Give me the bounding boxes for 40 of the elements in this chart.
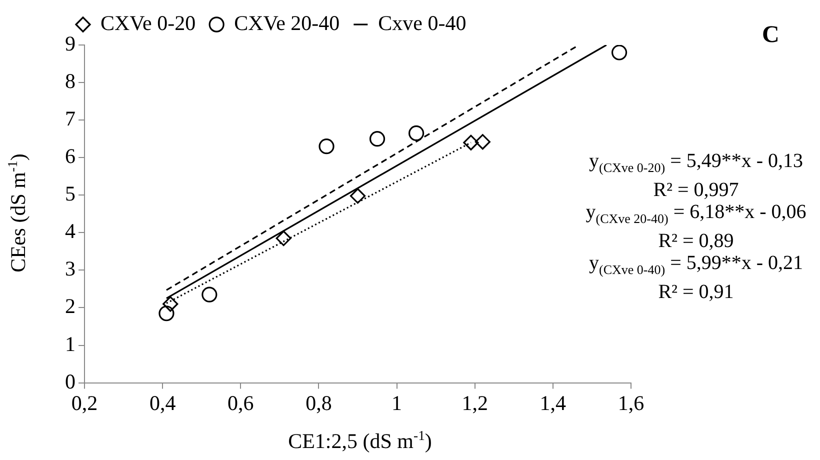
x-tick-label: 0,2 [71,390,98,415]
annotation: y$_{(CXve 20-40)}$ = 6,18**x - 0,06 [584,201,808,228]
y-tick-label: 5 [65,182,76,206]
x-tick-label: 1,4 [540,390,567,415]
text: C [762,22,780,49]
annotation: y$_{(CXve 0-20)}$ = 5,49**x - 0,13 [588,150,804,177]
x-tick-label: 1 [392,390,402,415]
x-tick-label: 0,4 [149,390,176,415]
annotation: y$_{(CXve 0-40)}$ = 5,99**x - 0,21 [588,252,804,279]
point [350,188,366,204]
y-tick-label: 6 [65,144,76,168]
x-tick-label: 1,6 [618,390,644,415]
y-tick-label: 3 [65,256,76,281]
legend-label: CXVe 20-40 [234,11,340,36]
point [162,296,178,312]
x-tick-label: 0,8 [306,390,332,415]
text: R² = 0,997 [652,179,740,201]
point [463,134,479,150]
point [611,45,628,60]
point [318,138,334,154]
point [202,286,218,302]
text: R² = 0,89 [657,230,735,252]
y-tick-label: 9 [65,32,76,56]
x-axis-title: CE1:2,5 (dS m$^{-1}$) [287,428,433,454]
y-tick-label: 2 [65,294,76,318]
y-tick-label: 0 [65,369,76,394]
x-tick-label: 1,2 [462,390,488,415]
y-tick-label: 7 [65,106,76,131]
text: R² = 0,91 [657,281,735,303]
legend-label: CXVe 0-20 [100,11,196,36]
point [276,230,292,246]
point [474,134,490,150]
point [408,125,424,142]
legend-label: Cxve 0-40 [378,11,466,36]
point [158,306,174,322]
y-tick-label: 8 [65,69,76,94]
y-tick-label: 1 [65,332,76,356]
y-tick-label: 4 [65,219,76,244]
point [369,131,386,147]
x-tick-label: 0,6 [228,390,254,415]
